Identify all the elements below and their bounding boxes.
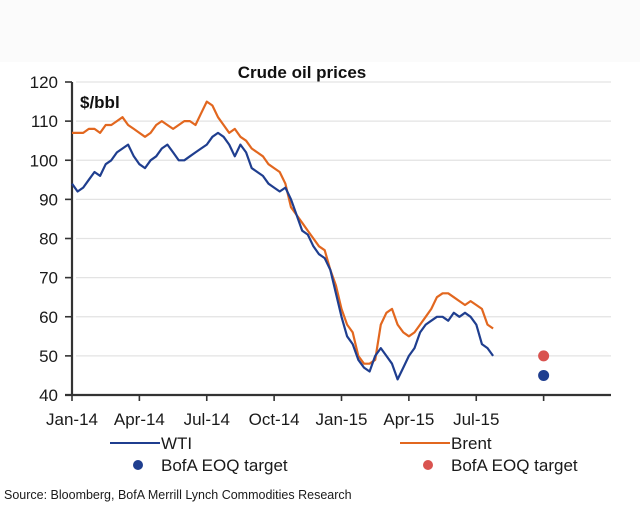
y-tick-label: 60 [39, 308, 58, 327]
x-tick-label: Jul-14 [184, 410, 230, 429]
y-tick-label: 50 [39, 347, 58, 366]
target-dot-brent [538, 350, 550, 362]
x-tick-label: Apr-14 [114, 410, 165, 429]
y-tick-label: 90 [39, 190, 58, 209]
series-line-wti [71, 131, 494, 381]
x-tick-label: Apr-15 [383, 410, 434, 429]
y-tick-label: 110 [31, 112, 58, 131]
target-dot-wti [538, 369, 550, 381]
y-tick-label: 80 [39, 230, 58, 249]
y-tick-label: 40 [39, 386, 58, 405]
series-layer [71, 100, 494, 381]
legend-wti-label: WTI [161, 434, 192, 453]
chart-title: Crude oil prices [238, 63, 366, 82]
series-line-brent [72, 100, 494, 365]
y-axis-unit-label: $/bbl [80, 93, 120, 112]
y-tick-label: 70 [39, 269, 58, 288]
legend: WTI Brent BofA EOQ target BofA EOQ targe… [110, 434, 578, 475]
y-axis-ticks: 40 50 60 70 80 90 100 110 120 [30, 73, 72, 405]
x-tick-label: Jan-15 [316, 410, 368, 429]
x-axis-ticks: Jan-14 Apr-14 Jul-14 Oct-14 Jan-15 Apr-15 Jul-… [46, 395, 545, 429]
source-note: Source: Bloomberg, BofA Merrill Lynch Co… [4, 488, 352, 502]
legend-wti-target-label: BofA EOQ target [161, 456, 288, 475]
legend-brent-target-label: BofA EOQ target [451, 456, 578, 475]
legend-wti-target-dot [133, 460, 143, 470]
legend-brent-label: Brent [451, 434, 492, 453]
y-tick-label: 120 [30, 73, 58, 92]
x-tick-label: Jul-15 [453, 410, 499, 429]
legend-brent-target-dot [423, 460, 433, 470]
targets-layer [538, 350, 550, 381]
x-tick-label: Oct-14 [249, 410, 300, 429]
faded-header-area [0, 0, 640, 62]
y-tick-label: 100 [30, 151, 58, 170]
x-tick-label: Jan-14 [46, 410, 98, 429]
